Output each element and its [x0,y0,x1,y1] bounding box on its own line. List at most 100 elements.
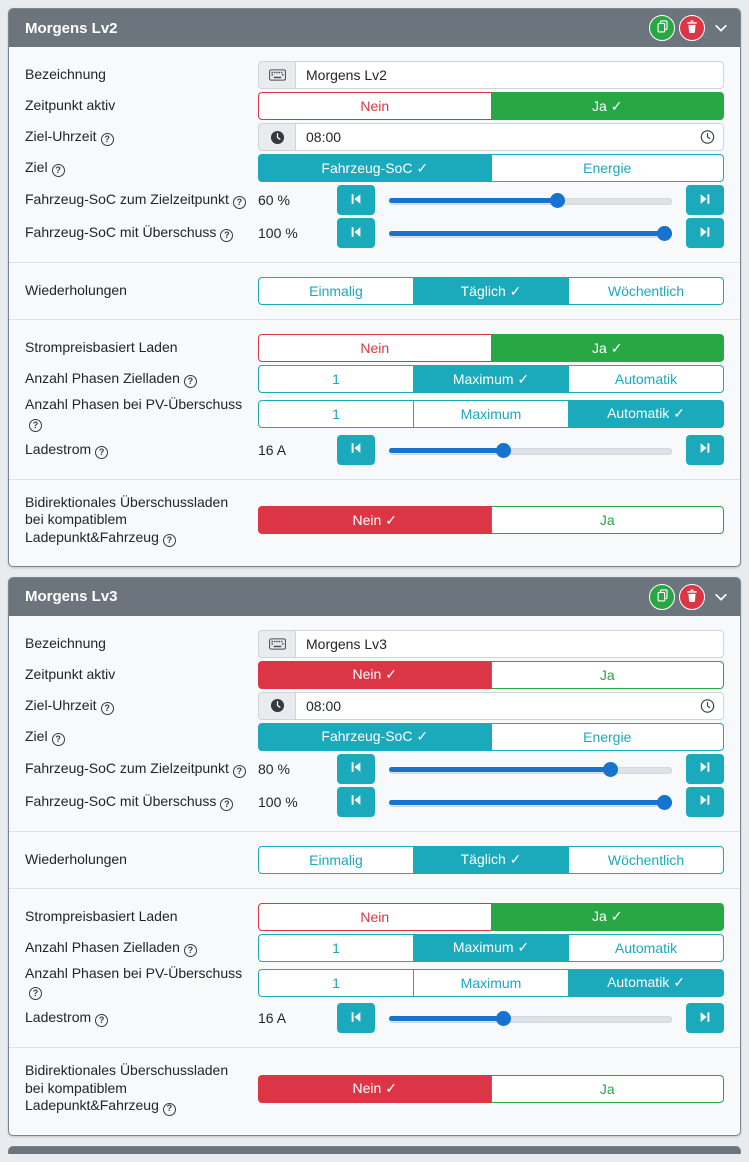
ziel-uhrzeit-input[interactable] [295,691,724,720]
phasen-ziel-maximum-button[interactable]: Maximum ✓ [413,933,569,962]
wiederholung-einmalig-button[interactable]: Einmalig [258,845,414,874]
bezeichnung-input[interactable] [295,629,724,658]
phasen-ziel-1-button[interactable]: 1 [258,933,414,962]
ziel-soc-button[interactable]: Fahrzeug-SoC ✓ [258,722,492,751]
wiederholung-taeglich-button[interactable]: Täglich ✓ [413,277,569,305]
bezeichnung-input[interactable] [295,61,724,89]
help-icon[interactable] [232,196,246,210]
ziel-uhrzeit-row: Ziel-Uhrzeit [25,691,724,720]
wiederholung-taeglich-button[interactable]: Täglich ✓ [413,845,569,874]
soc-ueberschuss-slider[interactable] [389,787,672,817]
soc-ziel-slider[interactable] [389,754,672,784]
wiederholung-woechentlich-button[interactable]: Wöchentlich [568,845,724,874]
help-icon[interactable] [95,445,109,459]
phasen-ziel-automatik-button[interactable]: Automatik [568,933,724,962]
soc-ziel-slider[interactable] [389,185,672,215]
wiederholung-einmalig-button[interactable]: Einmalig [258,277,414,305]
soc-ueberschuss-label: Fahrzeug-SoC mit Überschuss [25,223,217,240]
bidi-ja-button[interactable]: Ja [490,506,724,535]
phasen-pv-automatik-button[interactable]: Automatik ✓ [568,399,724,428]
ladestrom-slider[interactable] [389,435,672,465]
strompreis-ja-button[interactable]: Ja ✓ [490,334,724,362]
phasen-pv-1-button[interactable]: 1 [258,399,414,428]
ladestrom-slider[interactable] [389,1003,672,1033]
keyboard-icon [258,629,295,658]
slider-thumb[interactable] [657,794,672,810]
phasen-ziel-automatik-button[interactable]: Automatik [568,365,724,393]
strompreis-nein-button[interactable]: Nein [258,334,492,362]
bidi-nein-button[interactable]: Nein ✓ [258,506,492,535]
slider-min-button[interactable] [337,753,375,784]
bidi-nein-button[interactable]: Nein ✓ [258,1074,492,1103]
time-picker-icon[interactable] [700,698,715,713]
slider-max-button[interactable] [686,185,724,215]
phasen-ziel-1-button[interactable]: 1 [258,365,414,393]
card-header[interactable]: Morgens Lv3 [9,577,740,616]
help-icon[interactable] [100,133,114,147]
soc-ueberschuss-slider[interactable] [389,218,672,248]
slider-max-button[interactable] [686,218,724,248]
phasen-pv-maximum-button[interactable]: Maximum [413,968,569,997]
slider-min-button[interactable] [337,218,375,248]
wiederholung-woechentlich-button[interactable]: Wöchentlich [568,277,724,305]
help-icon[interactable] [162,1102,176,1116]
phasen-ziel-maximum-button[interactable]: Maximum ✓ [413,365,569,393]
soc-ueberschuss-row: Fahrzeug-SoC mit Überschuss 100 % [25,218,724,248]
help-icon[interactable] [29,418,42,432]
zeitpunkt-ja-button[interactable]: Ja ✓ [490,92,724,120]
zeitpunkt-ja-button[interactable]: Ja [490,660,724,689]
next-card-header-partial[interactable] [8,1145,741,1154]
slider-min-button[interactable] [337,185,375,215]
phasen-pv-maximum-button[interactable]: Maximum [413,399,569,428]
clock-icon [258,691,295,720]
slider-thumb[interactable] [603,761,619,777]
card-header[interactable]: Morgens Lv2 [9,9,740,47]
help-icon[interactable] [29,987,42,1001]
help-icon[interactable] [183,943,197,957]
phasen-pv-label: Anzahl Phasen bei PV-Überschuss [25,964,243,981]
slider-thumb[interactable] [496,442,512,458]
ziel-energie-button[interactable]: Energie [490,154,724,182]
ziel-label: Ziel [25,727,48,744]
delete-button[interactable] [679,15,705,41]
slider-max-button[interactable] [686,753,724,784]
ziel-soc-button[interactable]: Fahrzeug-SoC ✓ [258,154,492,182]
phasen-pv-row: Anzahl Phasen bei PV-Überschuss 1 Maximu… [25,396,724,432]
bidi-ja-button[interactable]: Ja [490,1074,724,1103]
bezeichnung-label: Bezeichnung [25,635,106,651]
slider-thumb[interactable] [549,193,565,208]
help-icon[interactable] [220,229,234,243]
help-icon[interactable] [95,1014,109,1028]
chevron-down-icon[interactable] [714,590,728,604]
delete-button[interactable] [679,583,705,610]
slider-min-button[interactable] [337,786,375,817]
slider-min-button[interactable] [337,1003,375,1034]
phasen-pv-automatik-button[interactable]: Automatik ✓ [568,968,724,997]
strompreis-nein-button[interactable]: Nein [258,902,492,931]
phasen-pv-1-button[interactable]: 1 [258,968,414,997]
copy-button[interactable] [649,15,675,41]
slider-min-button[interactable] [337,434,375,465]
slider-max-button[interactable] [686,1003,724,1034]
help-icon[interactable] [183,375,197,389]
soc-ueberschuss-label: Fahrzeug-SoC mit Überschuss [25,792,217,809]
help-icon[interactable] [51,732,65,746]
help-icon[interactable] [162,533,176,547]
ziel-uhrzeit-input[interactable] [295,123,724,151]
help-icon[interactable] [220,797,234,811]
chevron-down-icon[interactable] [714,21,728,35]
time-picker-icon[interactable] [700,130,715,145]
help-icon[interactable] [100,701,114,715]
help-icon[interactable] [51,164,65,178]
zeitpunkt-nein-button[interactable]: Nein ✓ [258,660,492,689]
copy-button[interactable] [649,583,675,610]
help-icon[interactable] [232,764,246,778]
slider-max-button[interactable] [686,434,724,465]
schedule-card-2: Morgens Lv3 Bezeichnung Zeitpun [8,576,741,1136]
strompreis-ja-button[interactable]: Ja ✓ [490,902,724,931]
slider-thumb[interactable] [496,1011,512,1027]
slider-thumb[interactable] [657,226,672,241]
zeitpunkt-nein-button[interactable]: Nein [258,92,492,120]
ziel-energie-button[interactable]: Energie [490,722,724,751]
slider-max-button[interactable] [686,786,724,817]
